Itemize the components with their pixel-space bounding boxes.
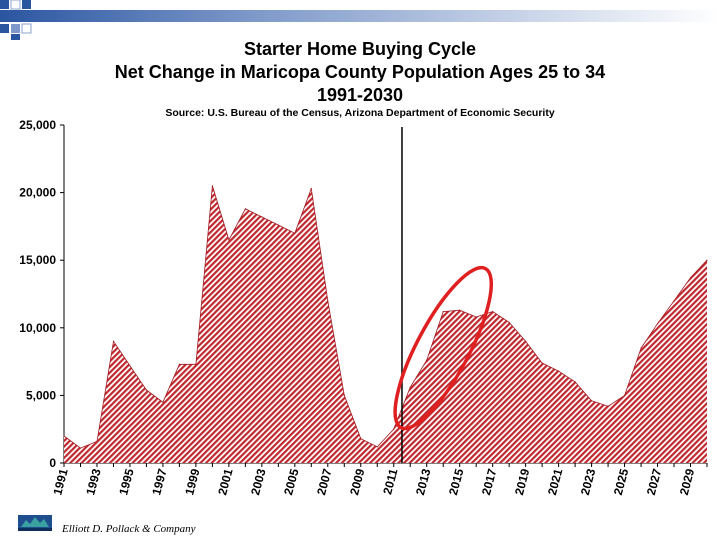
x-tick-label: 2023: [578, 467, 599, 497]
x-tick-label: 2013: [413, 467, 434, 497]
plot-group: [63, 127, 708, 464]
area-series-fill: [64, 185, 707, 464]
data-point-2022: [574, 381, 576, 383]
data-point-2013: [426, 359, 428, 361]
highlight-ellipse: [393, 265, 494, 431]
data-point-2024: [607, 405, 609, 407]
data-point-2030: [706, 259, 708, 261]
data-point-2027: [656, 323, 659, 325]
data-point-2007: [327, 300, 329, 302]
data-point-2025: [624, 394, 626, 396]
data-point-2021: [558, 370, 560, 372]
data-point-1991: [63, 435, 65, 437]
y-tick-label: 15,000: [19, 253, 56, 267]
data-point-2023: [591, 400, 593, 402]
y-tick-label: 5,000: [26, 388, 56, 402]
data-point-2010: [376, 446, 378, 448]
x-tick-label: 1999: [182, 467, 203, 497]
data-point-2003: [261, 216, 263, 218]
y-tick-label: 0: [49, 456, 56, 470]
chart-title-line3: 1991-2030: [316, 85, 404, 105]
data-point-1999: [195, 363, 197, 365]
x-tick-label: 1997: [149, 467, 170, 497]
data-point-1997: [162, 401, 164, 403]
chart-title-line2: Net Change in Maricopa County Population…: [114, 62, 606, 82]
y-tick-label: 20,000: [19, 186, 56, 200]
data-point-2020: [541, 362, 543, 364]
x-tick-label: 2005: [281, 467, 302, 497]
corner-decoration: [0, 0, 720, 40]
x-axis-labels: 1991 1993 1995 1997 1999 2001 2003 2005 2007 2009…: [50, 467, 697, 497]
data-point-2016: [475, 316, 477, 318]
y-tick-label: 25,000: [19, 118, 56, 132]
x-tick-label: 2027: [644, 467, 665, 497]
data-point-2019: [525, 340, 527, 342]
x-tick-label: 1993: [83, 467, 104, 497]
data-point-2011: [393, 428, 395, 430]
y-axis-labels: 0 5,000 10,000 15,000 20,000 25,000: [19, 118, 56, 470]
x-tick-label: 2001: [215, 467, 236, 497]
footer-credit: Elliott D. Pollack & Company: [62, 523, 196, 535]
data-point-1992: [79, 447, 82, 449]
y-tick-label: 10,000: [19, 321, 56, 335]
area-series-line: [63, 185, 708, 449]
data-point-1998: [178, 363, 180, 365]
data-point-1994: [112, 340, 115, 342]
data-point-2012: [409, 386, 411, 388]
data-point-2000: [211, 185, 213, 187]
x-tick-label: 2007: [314, 467, 335, 497]
data-point-1993: [96, 440, 98, 442]
data-point-2004: [277, 224, 279, 226]
x-tick-label: 2029: [677, 467, 698, 497]
data-point-2006: [310, 187, 312, 190]
x-tick-label: 2025: [611, 467, 632, 497]
data-point-2009: [360, 438, 362, 440]
data-point-2008: [343, 394, 345, 396]
source-note: Source: U.S. Bureau of the Census, Arizo…: [165, 107, 555, 119]
data-point-2015: [459, 309, 461, 311]
x-tick-label: 1991: [50, 467, 71, 497]
data-point-2029: [689, 277, 692, 279]
x-tick-label: 2015: [446, 467, 467, 497]
x-tick-label: 2009: [347, 467, 368, 497]
x-tick-label: 2011: [380, 467, 400, 496]
data-point-2014: [442, 311, 444, 313]
data-point-2018: [508, 321, 510, 323]
data-point-2001: [228, 239, 230, 241]
data-point-2002: [244, 208, 246, 210]
data-point-2028: [673, 300, 675, 302]
chart-title-line1: Starter Home Buying Cycle: [243, 39, 477, 59]
x-tick-label: 2017: [479, 467, 500, 497]
data-point-1996: [145, 389, 147, 391]
data-point-2017: [492, 311, 494, 313]
x-tick-label: 2019: [512, 467, 533, 497]
data-point-1995: [129, 365, 131, 367]
x-tick-label: 2021: [545, 467, 566, 497]
x-tick-label: 1995: [116, 467, 137, 497]
data-point-2026: [640, 347, 642, 349]
data-point-2005: [294, 232, 296, 234]
company-logo-icon: [18, 515, 52, 531]
x-tick-label: 2003: [248, 467, 269, 497]
